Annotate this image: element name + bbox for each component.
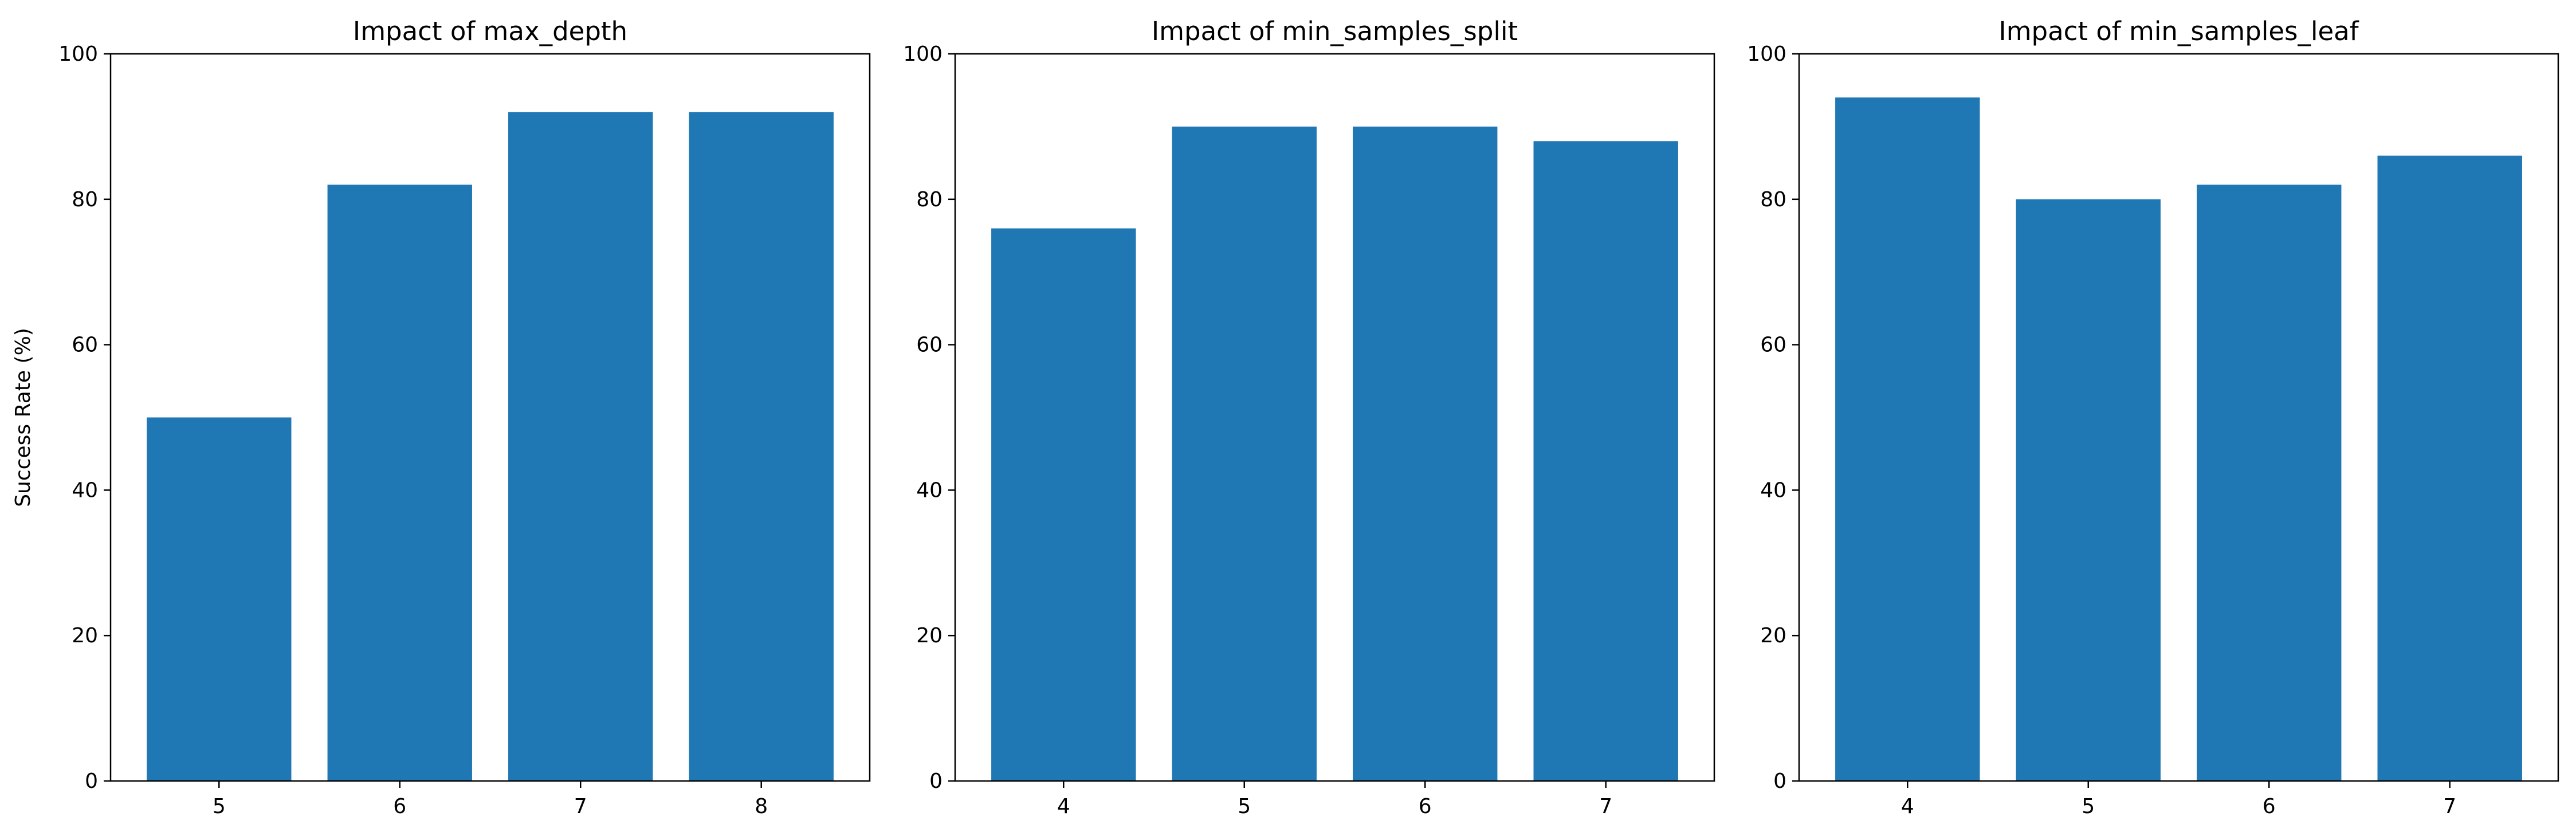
x-tick-label: 4 [1057,795,1070,818]
y-tick-label: 60 [1760,333,1786,357]
y-tick-label: 40 [72,478,98,502]
bar-6 [1353,126,1498,781]
y-tick-label: 40 [916,478,943,502]
y-tick-label: 80 [916,188,943,211]
x-tick-label: 6 [393,795,406,818]
y-tick-label: 0 [1773,770,1786,793]
y-axis-label: Success Rate (%) [11,328,35,507]
y-tick-label: 40 [1760,478,1786,502]
x-tick-label: 7 [574,795,587,818]
bar-7 [2377,155,2522,781]
axes-frame [1798,53,2559,782]
bar-5 [1172,126,1317,781]
x-tick-label: 5 [2082,795,2095,818]
axes-frame [954,53,1715,782]
x-tick-label: 7 [1599,795,1612,818]
chart-panel-2: 0 20 40 60 80 100 4 5 6 7 Impact of min_samples_sp… [903,16,1715,818]
x-tick-label: 8 [755,795,768,818]
x-tick-label: 6 [1419,795,1432,818]
y-tick-label: 80 [1760,188,1786,211]
x-tick-label: 5 [213,795,226,818]
y-tick-label: 20 [72,624,98,647]
y-tick-label: 80 [72,188,98,211]
chart-title: Impact of max_depth [353,16,627,46]
chart-title: Impact of min_samples_split [1152,16,1518,46]
bar-5 [2016,199,2161,781]
y-tick-label: 100 [903,42,943,66]
bar-4 [1835,97,1980,781]
bar-6 [2197,185,2342,781]
chart-panel-3: 0 20 40 60 80 100 4 5 6 7 Impact of min_samples_le… [1747,16,2559,818]
x-tick-label: 6 [2263,795,2276,818]
y-tick-label: 100 [1747,42,1786,66]
x-tick-label: 5 [1238,795,1251,818]
y-tick-label: 20 [1760,624,1786,647]
y-tick-label: 0 [85,770,98,793]
y-tick-label: 100 [58,42,98,66]
bar-7 [508,112,653,781]
chart-panel-1: 0 20 40 60 80 100 5 6 7 8 Impact of max_depth Succe… [11,16,871,818]
bar-8 [689,112,834,781]
bar-5 [147,417,292,781]
chart-title: Impact of min_samples_leaf [1998,16,2359,46]
x-tick-label: 7 [2443,795,2456,818]
axes-frame [109,53,871,782]
bar-7 [1533,141,1678,781]
y-tick-label: 0 [929,770,943,793]
x-tick-label: 4 [1901,795,1914,818]
bar-6 [327,185,472,781]
y-tick-label: 60 [916,333,943,357]
y-tick-label: 60 [72,333,98,357]
y-tick-label: 20 [916,624,943,647]
bar-4 [991,228,1136,781]
